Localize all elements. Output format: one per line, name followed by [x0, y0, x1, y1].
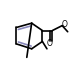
Text: O: O [62, 20, 68, 29]
Text: O: O [47, 39, 53, 48]
